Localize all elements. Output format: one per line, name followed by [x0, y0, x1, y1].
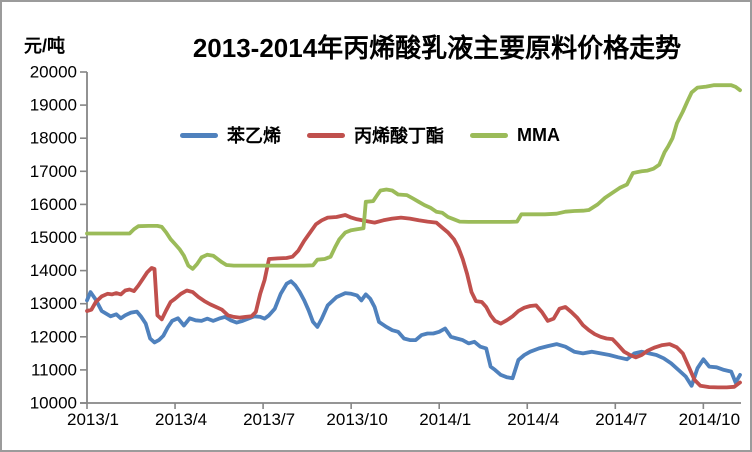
legend-item-mma: MMA: [470, 125, 560, 146]
x-tick-label: 2014/4: [507, 410, 559, 429]
y-tick-label: 11000: [31, 360, 77, 379]
legend: 苯乙烯 丙烯酸丁酯 MMA: [180, 121, 560, 149]
y-tick-label: 18000: [30, 129, 77, 148]
series-line-1: [85, 213, 742, 390]
legend-swatch-butyl-acrylate: [307, 132, 345, 138]
y-tick-label: 10000: [30, 393, 77, 412]
x-tick-label: 2013/7: [243, 410, 295, 429]
x-tick-label: 2014/1: [419, 410, 471, 429]
x-tick-label: 2013/10: [326, 410, 387, 429]
x-tick-label: 2013/1: [67, 410, 119, 429]
legend-item-styrene: 苯乙烯: [180, 122, 281, 148]
y-tick-label: 17000: [30, 162, 77, 181]
y-tick-label: 20000: [30, 62, 77, 81]
y-tick-label: 16000: [30, 195, 77, 214]
legend-swatch-mma: [470, 132, 508, 138]
x-tick-label: 2014/10: [679, 410, 740, 429]
chart-title: 2013-2014年丙烯酸乳液主要原料价格走势: [192, 33, 682, 63]
x-tick-label: 2014/7: [595, 410, 647, 429]
series-line-0: [85, 279, 742, 388]
y-tick-label: 14000: [30, 261, 77, 280]
legend-item-butyl-acrylate: 丙烯酸丁酯: [307, 122, 444, 148]
y-tick-label: 12000: [30, 327, 77, 346]
series-line-2: [85, 83, 742, 271]
legend-label-butyl-acrylate: 丙烯酸丁酯: [354, 126, 444, 146]
y-tick-label: 15000: [30, 228, 77, 247]
y-tick-label: 13000: [30, 294, 77, 313]
legend-label-mma: MMA: [517, 124, 560, 145]
x-tick-label: 2013/4: [155, 410, 207, 429]
y-axis-unit-label: 元/吨: [24, 36, 66, 56]
legend-swatch-styrene: [180, 132, 218, 138]
y-tick-label: 19000: [30, 96, 77, 115]
legend-label-styrene: 苯乙烯: [227, 126, 281, 146]
